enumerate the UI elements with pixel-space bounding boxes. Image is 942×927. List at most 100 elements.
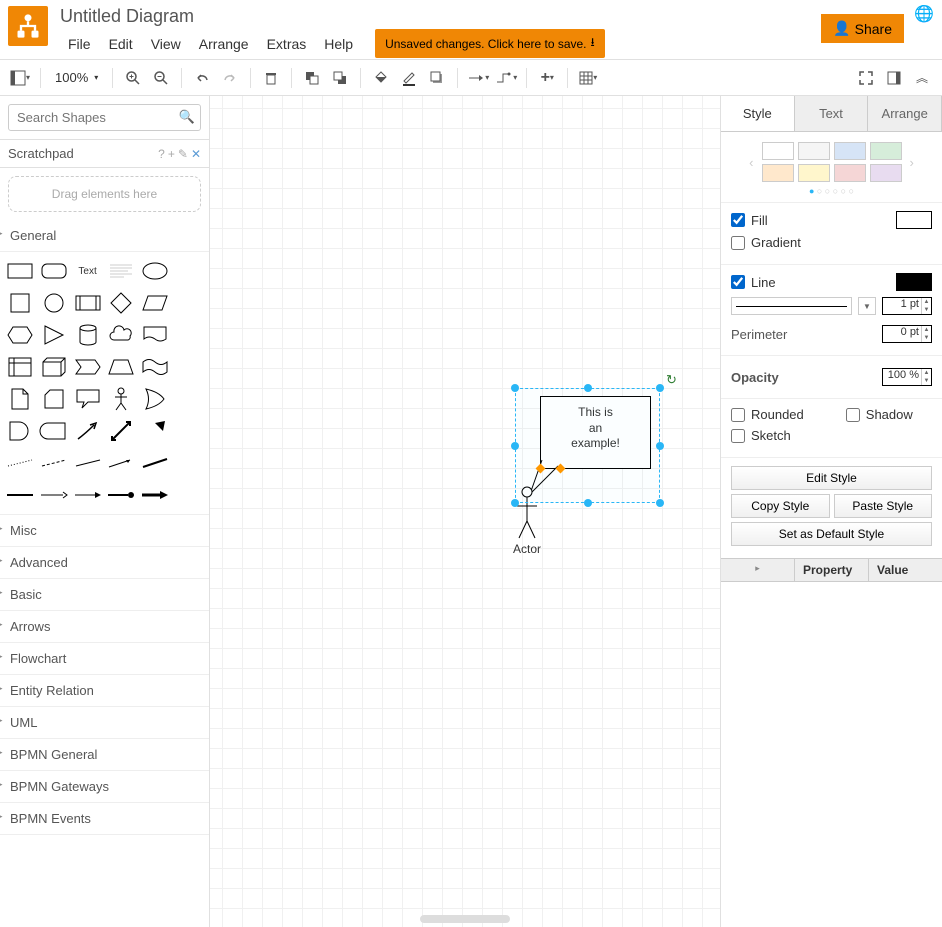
copy-style-button[interactable]: Copy Style: [731, 494, 830, 518]
undo-button[interactable]: [190, 66, 214, 90]
rotate-handle[interactable]: ↻: [666, 372, 676, 382]
line-checkbox[interactable]: [731, 275, 745, 289]
menu-view[interactable]: View: [143, 32, 189, 56]
shape-blank6[interactable]: [173, 416, 205, 446]
default-style-button[interactable]: Set as Default Style: [731, 522, 932, 546]
shape-harrow2[interactable]: [72, 480, 104, 510]
shape-conn1[interactable]: [106, 448, 138, 478]
opacity-input[interactable]: 100 %▲▼: [882, 368, 932, 386]
shape-callout[interactable]: [72, 384, 104, 414]
shape-line-dash[interactable]: [4, 448, 36, 478]
menu-help[interactable]: Help: [316, 32, 361, 56]
shape-and[interactable]: [4, 416, 36, 446]
zoom-in-button[interactable]: [121, 66, 145, 90]
menu-arrange[interactable]: Arrange: [191, 32, 257, 56]
sel-handle-w[interactable]: [511, 442, 519, 450]
scratchpad-help-icon[interactable]: ?: [158, 147, 165, 161]
sel-handle-n[interactable]: [584, 384, 592, 392]
swatch-7[interactable]: [834, 164, 866, 182]
swatch-6[interactable]: [798, 164, 830, 182]
sel-handle-ne[interactable]: [656, 384, 664, 392]
category-basic[interactable]: Basic: [0, 579, 209, 611]
shape-blank4[interactable]: [173, 352, 205, 382]
shape-hline[interactable]: [4, 480, 36, 510]
shape-internal[interactable]: [4, 352, 36, 382]
line-style-select[interactable]: [731, 297, 852, 315]
zoom-out-button[interactable]: [149, 66, 173, 90]
connection-style-button[interactable]: ▾: [466, 66, 490, 90]
fill-checkbox[interactable]: [731, 213, 745, 227]
shape-blank3[interactable]: [173, 320, 205, 350]
shape-line[interactable]: [72, 448, 104, 478]
sel-handle-sw[interactable]: [511, 499, 519, 507]
fill-color[interactable]: [896, 211, 932, 229]
shape-actor[interactable]: [106, 384, 138, 414]
paste-style-button[interactable]: Paste Style: [834, 494, 933, 518]
shape-diamond[interactable]: [106, 288, 138, 318]
shape-document[interactable]: [139, 320, 171, 350]
shape-card[interactable]: [38, 384, 70, 414]
line-style-dropdown[interactable]: ▼: [858, 297, 876, 315]
swatch-prev[interactable]: ‹: [745, 155, 757, 170]
sel-handle-s[interactable]: [584, 499, 592, 507]
shape-trapezoid[interactable]: [106, 352, 138, 382]
add-button[interactable]: +▾: [535, 66, 559, 90]
waypoint-style-button[interactable]: ▾: [494, 66, 518, 90]
shape-step[interactable]: [72, 352, 104, 382]
category-bpmn-gateways[interactable]: BPMN Gateways: [0, 771, 209, 803]
view-mode-button[interactable]: ▾: [8, 66, 32, 90]
sel-handle-nw[interactable]: [511, 384, 519, 392]
sel-handle-se[interactable]: [656, 499, 664, 507]
delete-button[interactable]: [259, 66, 283, 90]
search-shapes-input[interactable]: [8, 104, 201, 131]
format-panel-toggle[interactable]: [882, 66, 906, 90]
category-flowchart[interactable]: Flowchart: [0, 643, 209, 675]
language-icon[interactable]: 🌐: [914, 4, 934, 24]
tab-style[interactable]: Style: [721, 96, 795, 131]
shape-rect[interactable]: [4, 256, 36, 286]
shape-line-dot[interactable]: [38, 448, 70, 478]
share-button[interactable]: 👤 Share: [821, 14, 904, 43]
category-entity[interactable]: Entity Relation: [0, 675, 209, 707]
scratchpad-close-icon[interactable]: ✕: [191, 147, 201, 161]
shape-blank2[interactable]: [173, 288, 205, 318]
category-advanced[interactable]: Advanced: [0, 547, 209, 579]
shape-parallelogram[interactable]: [139, 288, 171, 318]
shape-arrow-bi[interactable]: [106, 416, 138, 446]
shape-blank5[interactable]: [173, 384, 205, 414]
menu-file[interactable]: File: [60, 32, 99, 56]
document-title[interactable]: Untitled Diagram: [60, 6, 934, 27]
shape-square[interactable]: [4, 288, 36, 318]
shape-process[interactable]: [72, 288, 104, 318]
line-color[interactable]: [896, 273, 932, 291]
shape-text[interactable]: Text: [72, 256, 104, 286]
scratchpad-header[interactable]: Scratchpad ? + ✎ ✕: [0, 140, 209, 168]
canvas[interactable]: This is an example! Actor: [210, 96, 720, 927]
property-expand-icon[interactable]: ▸: [721, 559, 795, 581]
menu-edit[interactable]: Edit: [101, 32, 141, 56]
shape-textbox[interactable]: [106, 256, 138, 286]
shape-triangle[interactable]: [38, 320, 70, 350]
swatch-1[interactable]: [762, 142, 794, 160]
unsaved-changes-pill[interactable]: Unsaved changes. Click here to save. ⭳: [375, 29, 605, 58]
rounded-checkbox[interactable]: [731, 408, 745, 422]
gradient-checkbox[interactable]: [731, 236, 745, 250]
swatch-pager[interactable]: ● ○ ○ ○ ○ ○: [721, 186, 942, 202]
shape-arrow-thick[interactable]: [139, 416, 171, 446]
edit-style-button[interactable]: Edit Style: [731, 466, 932, 490]
swatch-next[interactable]: ›: [906, 155, 918, 170]
category-misc[interactable]: Misc: [0, 515, 209, 547]
to-front-button[interactable]: [300, 66, 324, 90]
redo-button[interactable]: [218, 66, 242, 90]
zoom-select[interactable]: 100%▾: [49, 70, 104, 85]
scratchpad-edit-icon[interactable]: ✎: [178, 147, 188, 161]
shape-cloud[interactable]: [106, 320, 138, 350]
sel-handle-e[interactable]: [656, 442, 664, 450]
shadow-checkbox[interactable]: [846, 408, 860, 422]
shape-rrect[interactable]: [38, 256, 70, 286]
scratchpad-add-icon[interactable]: +: [168, 147, 175, 161]
line-width-input[interactable]: 1 pt▲▼: [882, 297, 932, 315]
shape-conn2[interactable]: [139, 448, 171, 478]
canvas-scrollbar[interactable]: [420, 915, 510, 923]
category-arrows[interactable]: Arrows: [0, 611, 209, 643]
